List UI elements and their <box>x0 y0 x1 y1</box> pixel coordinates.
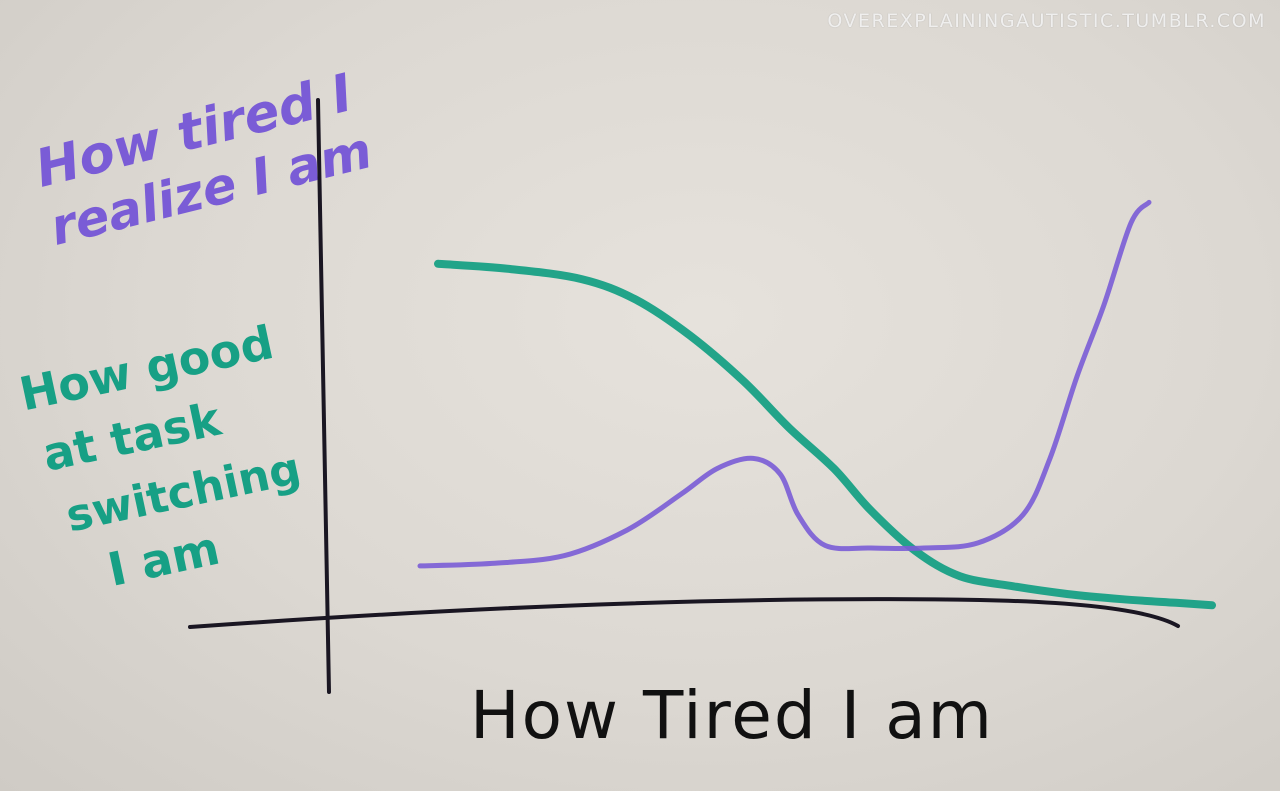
y-axis-label-green: How good at task switching I am <box>15 315 305 597</box>
x-axis-label: How Tired I am <box>470 677 994 754</box>
y-axis-label-green-line-4: I am <box>103 521 224 597</box>
series-line-green <box>434 259 1216 610</box>
x-axis <box>188 597 1180 629</box>
y-axis-label-purple: How tired I realize I am <box>30 63 378 257</box>
series-line-purple <box>417 199 1152 569</box>
y-axis <box>316 98 331 694</box>
watermark-text: OVEREXPLAININGAUTISTIC.TUMBLR.COM <box>827 10 1266 32</box>
